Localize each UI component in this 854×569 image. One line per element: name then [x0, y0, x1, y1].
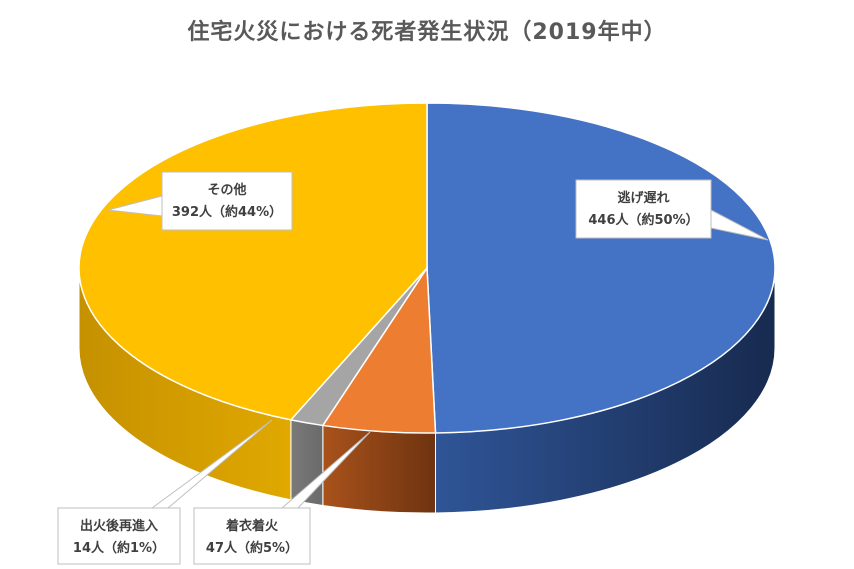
slice-category-label: 着衣着火: [225, 518, 279, 534]
data-label-callout: 着衣着火 47人（約5%）: [193, 431, 371, 565]
data-label-callout: 逃げ遅れ 446人（約50%）: [575, 179, 769, 241]
data-label-callout: 出火後再進入 14人（約1%）: [57, 419, 273, 565]
slice-value-label: 47人（約5%）: [206, 540, 298, 556]
slice-category-label: 出火後再進入: [80, 518, 158, 534]
slice-value-label: 446人（約50%）: [588, 212, 698, 228]
chart-title: 住宅火災における死者発生状況（2019年中）: [187, 20, 667, 45]
callout-box: [161, 171, 293, 231]
slice-value-label: 14人（約1%）: [73, 540, 165, 556]
callout-box: [575, 179, 712, 239]
slice-category-label: 逃げ遅れ: [617, 190, 669, 206]
slice-value-label: 392人（約44%）: [172, 204, 282, 220]
callout-box: [57, 507, 181, 565]
pie-slice-side: [322, 424, 437, 514]
slice-category-label: その他: [207, 182, 246, 198]
data-label-callout: その他 392人（約44%）: [107, 171, 293, 231]
callout-box: [193, 507, 311, 565]
